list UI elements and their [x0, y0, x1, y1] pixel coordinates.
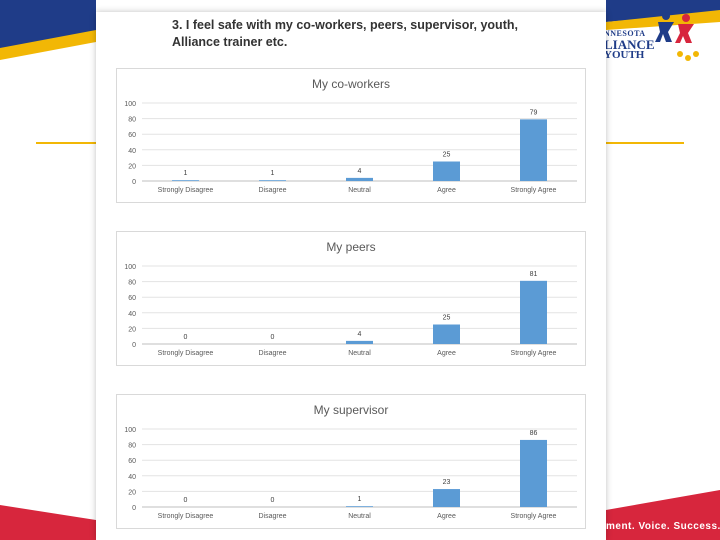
- logo-line-2: LIANCE: [604, 37, 655, 52]
- question-heading: 3. I feel safe with my co-workers, peers…: [172, 18, 518, 49]
- top-right-gold-swoosh: [606, 10, 720, 30]
- chart-svg: My co-workers 0 20 40 60 80 100 1 Strongly Disag…: [124, 77, 577, 194]
- data-label: 81: [530, 271, 538, 278]
- x-tick-label: Agree: [437, 187, 456, 194]
- chart-co-workers: My co-workers 0 20 40 60 80 100 1 Strongly Disag…: [116, 68, 586, 203]
- y-tick-label: 60: [128, 132, 136, 139]
- y-tick-label: 80: [128, 443, 136, 450]
- alliance-logo-mark: [655, 12, 699, 61]
- alliance-logo-text: NNESOTA LIANCE YOUTH: [604, 28, 655, 61]
- bar: [433, 489, 460, 507]
- x-tick-label: Disagree: [258, 350, 286, 357]
- top-right-navy-swoosh: [606, 0, 720, 22]
- y-tick-label: 100: [124, 264, 136, 271]
- data-label: 0: [271, 497, 275, 504]
- logo-figure-blue-head: [662, 12, 670, 20]
- chart-svg: My supervisor 0 20 40 60 80 100 0 Strongly Disag…: [124, 403, 577, 520]
- y-tick-label: 20: [128, 163, 136, 170]
- data-label: 25: [443, 315, 451, 322]
- data-label: 0: [184, 334, 188, 341]
- logo-figure-red-head: [682, 14, 690, 22]
- top-gold-swoosh: [0, 30, 96, 60]
- data-label: 0: [271, 334, 275, 341]
- y-tick-label: 0: [132, 179, 136, 186]
- data-label: 23: [443, 479, 451, 486]
- data-label: 1: [271, 170, 275, 177]
- chart-peers: My peers 0 20 40 60 80 100 0 Strongly Disagree 0 D…: [116, 231, 586, 366]
- bar: [433, 324, 460, 344]
- bar: [520, 439, 547, 507]
- data-label: 4: [358, 331, 362, 338]
- logo-line-1: NNESOTA: [604, 29, 646, 38]
- bar: [259, 180, 286, 181]
- x-tick-label: Strongly Agree: [511, 187, 557, 194]
- data-label: 79: [530, 109, 538, 116]
- y-tick-label: 60: [128, 295, 136, 302]
- logo-line-3: YOUTH: [604, 49, 645, 61]
- bar: [172, 180, 199, 181]
- y-tick-label: 40: [128, 474, 136, 481]
- x-tick-label: Strongly Disagree: [158, 350, 214, 357]
- bar: [520, 119, 547, 181]
- x-tick-label: Strongly Disagree: [158, 513, 214, 520]
- logo-figure-blue: [655, 22, 674, 42]
- data-label: 4: [358, 168, 362, 175]
- y-tick-label: 20: [128, 489, 136, 496]
- logo-dot: [693, 51, 699, 57]
- x-tick-label: Disagree: [258, 187, 286, 194]
- data-label: 0: [184, 497, 188, 504]
- y-tick-label: 100: [124, 427, 136, 434]
- bar: [433, 161, 460, 181]
- x-tick-label: Strongly Disagree: [158, 187, 214, 194]
- x-tick-label: Agree: [437, 350, 456, 357]
- bar: [346, 340, 373, 344]
- footer-tagline: ment. Voice. Success.: [606, 521, 720, 532]
- data-label: 1: [184, 170, 188, 177]
- x-tick-label: Neutral: [348, 187, 371, 194]
- logo-dot: [677, 51, 683, 57]
- chart-title: My peers: [326, 240, 375, 254]
- y-tick-label: 0: [132, 505, 136, 512]
- x-tick-label: Agree: [437, 513, 456, 520]
- bar: [520, 280, 547, 344]
- y-tick-label: 20: [128, 326, 136, 333]
- bar: [346, 506, 373, 507]
- y-tick-label: 0: [132, 342, 136, 349]
- x-tick-label: Strongly Agree: [511, 513, 557, 520]
- chart-supervisor: My supervisor 0 20 40 60 80 100 0 Strongly Disag…: [116, 394, 586, 529]
- y-tick-label: 80: [128, 280, 136, 287]
- data-label: 25: [443, 152, 451, 159]
- y-tick-label: 80: [128, 117, 136, 124]
- x-tick-label: Neutral: [348, 350, 371, 357]
- logo-dot: [685, 55, 691, 61]
- y-tick-label: 100: [124, 101, 136, 108]
- x-tick-label: Strongly Agree: [511, 350, 557, 357]
- data-label: 86: [530, 430, 538, 437]
- y-tick-label: 60: [128, 458, 136, 465]
- y-tick-label: 40: [128, 148, 136, 155]
- x-tick-label: Neutral: [348, 513, 371, 520]
- chart-svg: My peers 0 20 40 60 80 100 0 Strongly Disagree 0 D…: [124, 240, 577, 357]
- chart-title: My supervisor: [314, 403, 389, 417]
- bar: [346, 177, 373, 181]
- logo-figure-red: [675, 24, 694, 43]
- x-tick-label: Disagree: [258, 513, 286, 520]
- bottom-right-red-swoosh: [606, 490, 720, 540]
- bottom-left-red-swoosh: [0, 505, 96, 540]
- y-tick-label: 40: [128, 311, 136, 318]
- chart-title: My co-workers: [312, 77, 390, 91]
- data-label: 1: [358, 496, 362, 503]
